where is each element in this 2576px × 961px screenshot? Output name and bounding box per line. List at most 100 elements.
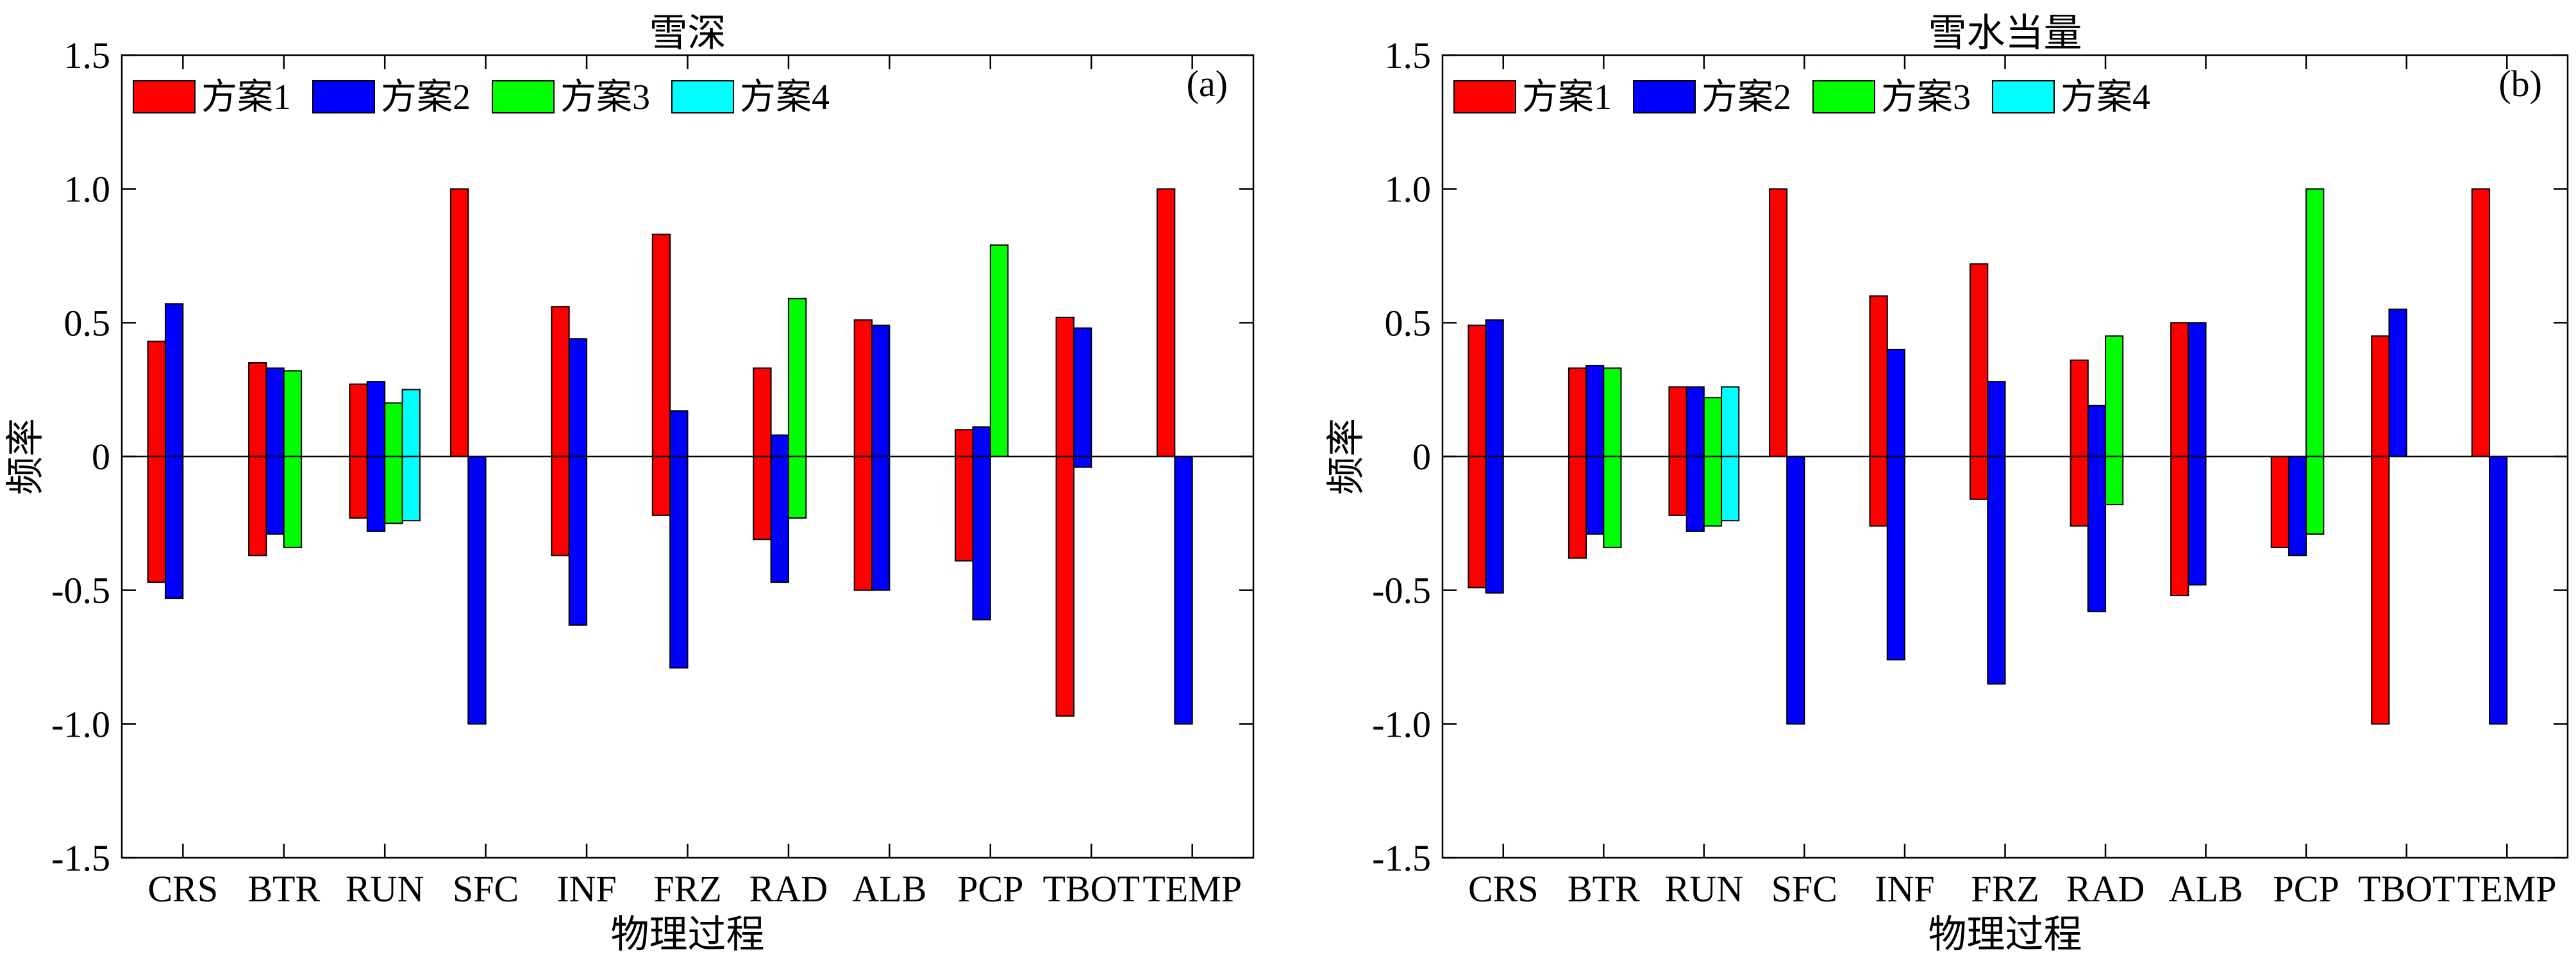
bar-rad-series1-pos [753, 367, 772, 458]
bar-frz-series1-pos [651, 233, 671, 457]
y-tick-label: 1.0 [64, 169, 111, 210]
bar-btr-series1-neg [248, 456, 267, 556]
bar-tbot-series1-pos [2371, 335, 2390, 458]
bar-alb-series1-neg [2170, 456, 2189, 597]
x-tick-label-tbot: TBOT [2358, 868, 2455, 910]
bar-run-series2-neg [366, 456, 386, 532]
bar-btr-series3-neg [1603, 456, 1622, 548]
x-tick-label-run: RUN [346, 868, 424, 910]
x-tick-label-alb: ALB [2169, 868, 2243, 910]
bar-pcp-series3-pos [2305, 188, 2325, 457]
bar-tbot-series1-neg [2371, 456, 2390, 725]
legend-swatch-series4 [671, 80, 734, 113]
bar-pcp-series2-pos [972, 426, 991, 457]
x-tick-label-frz: FRZ [1971, 868, 2039, 910]
bar-run-series3-pos [384, 402, 403, 457]
bars [1468, 188, 2508, 725]
bar-inf-series1-neg [551, 456, 570, 556]
y-tick-label: -1.5 [1372, 837, 1431, 879]
bar-rad-series2-neg [770, 456, 789, 583]
x-tick-label-temp: TEMP [2457, 868, 2557, 910]
bar-run-series4-pos [1721, 386, 1740, 458]
legend-swatch-series1 [133, 80, 196, 113]
bar-sfc-series2-neg [467, 456, 487, 725]
legend-label-series1: 方案1 [201, 78, 291, 117]
bar-btr-series1-pos [1568, 367, 1587, 458]
bar-pcp-series3-pos [989, 244, 1009, 457]
bar-frz-series1-pos [1970, 263, 1989, 457]
bar-crs-series2-pos [164, 303, 184, 457]
bar-alb-series2-neg [871, 456, 891, 591]
bar-alb-series1-pos [2170, 322, 2189, 458]
bar-pcp-series2-neg [2287, 456, 2307, 556]
bar-crs-series2-neg [164, 456, 184, 599]
bar-btr-series2-pos [1585, 365, 1605, 458]
bar-tbot-series1-neg [1055, 456, 1075, 717]
bar-btr-series2-pos [265, 367, 285, 458]
bar-run-series4-pos [401, 389, 421, 458]
bar-rad-series2-pos [2087, 405, 2107, 457]
legend: 方案1 方案2 方案3 方案4 [1453, 78, 2150, 117]
legend-label-series4: 方案4 [2061, 78, 2150, 117]
bar-inf-series1-pos [551, 306, 570, 457]
bar-temp-series2-neg [2489, 456, 2508, 725]
y-tick-label: 0 [1412, 436, 1431, 478]
bar-tbot-series1-pos [1055, 316, 1075, 457]
y-tick-label: 1.5 [64, 35, 111, 76]
bar-sfc-series1-pos [1769, 188, 1788, 457]
bar-crs-series1-pos [1468, 324, 1487, 457]
legend-swatch-series4 [1992, 80, 2055, 113]
x-tick-label-alb: ALB [852, 868, 926, 910]
bar-rad-series3-pos [787, 297, 807, 458]
bar-run-series1-neg [349, 456, 368, 519]
bar-btr-series1-neg [1568, 456, 1587, 559]
legend-label-series3: 方案3 [1881, 78, 1971, 117]
bar-run-series3-pos [1703, 397, 1723, 457]
legend-label-series3: 方案3 [560, 78, 650, 117]
chart-title: 雪水当量 [1928, 12, 2082, 54]
bars [147, 188, 1193, 725]
bar-tbot-series2-pos [2388, 308, 2407, 458]
bar-run-series4-neg [401, 456, 421, 522]
x-tick-label-sfc: SFC [1771, 868, 1837, 910]
bar-temp-series1-pos [2471, 188, 2491, 457]
panel-label: (a) [1187, 63, 1228, 104]
bar-inf-series1-neg [1869, 456, 1888, 527]
x-tick-label-rad: RAD [2066, 868, 2145, 910]
panel-label: (b) [2498, 63, 2542, 104]
x-tick-label-pcp: PCP [957, 868, 1023, 910]
bar-run-series1-pos [349, 383, 368, 458]
bar-btr-series2-neg [1585, 456, 1605, 535]
bar-frz-series2-neg [1987, 456, 2006, 685]
bar-alb-series1-neg [853, 456, 873, 591]
x-tick-label-pcp: PCP [2273, 868, 2339, 910]
bar-sfc-series1-pos [449, 188, 469, 457]
bar-inf-series2-pos [568, 338, 588, 458]
legend-swatch-series3 [492, 80, 555, 113]
bar-pcp-series1-neg [2270, 456, 2289, 548]
legend-label-series4: 方案4 [740, 78, 830, 117]
chart-title: 雪深 [649, 12, 726, 54]
x-axis-label: 物理过程 [611, 914, 765, 956]
bar-btr-series3-pos [1603, 367, 1622, 458]
y-tick-label: -1.0 [51, 703, 110, 745]
bar-alb-series2-pos [2187, 322, 2207, 458]
bar-tbot-series2-neg [1073, 456, 1092, 468]
y-axis-label: 频率 [4, 418, 47, 495]
legend-swatch-series3 [1812, 80, 1875, 113]
bar-frz-series1-neg [1970, 456, 1989, 500]
y-tick-label: 0 [92, 436, 110, 478]
bar-frz-series1-neg [651, 456, 671, 516]
bar-rad-series1-neg [2070, 456, 2089, 527]
bar-alb-series2-neg [2187, 456, 2207, 586]
legend-swatch-series2 [312, 80, 375, 113]
bar-run-series1-pos [1668, 386, 1687, 458]
bar-pcp-series1-neg [955, 456, 974, 562]
bar-crs-series1-neg [1468, 456, 1487, 589]
bar-rad-series3-neg [787, 456, 807, 519]
bar-inf-series2-pos [1886, 349, 1905, 457]
legend: 方案1 方案2 方案3 方案4 [133, 78, 830, 117]
bar-pcp-series1-pos [955, 429, 974, 457]
bar-tbot-series2-pos [1073, 327, 1092, 457]
